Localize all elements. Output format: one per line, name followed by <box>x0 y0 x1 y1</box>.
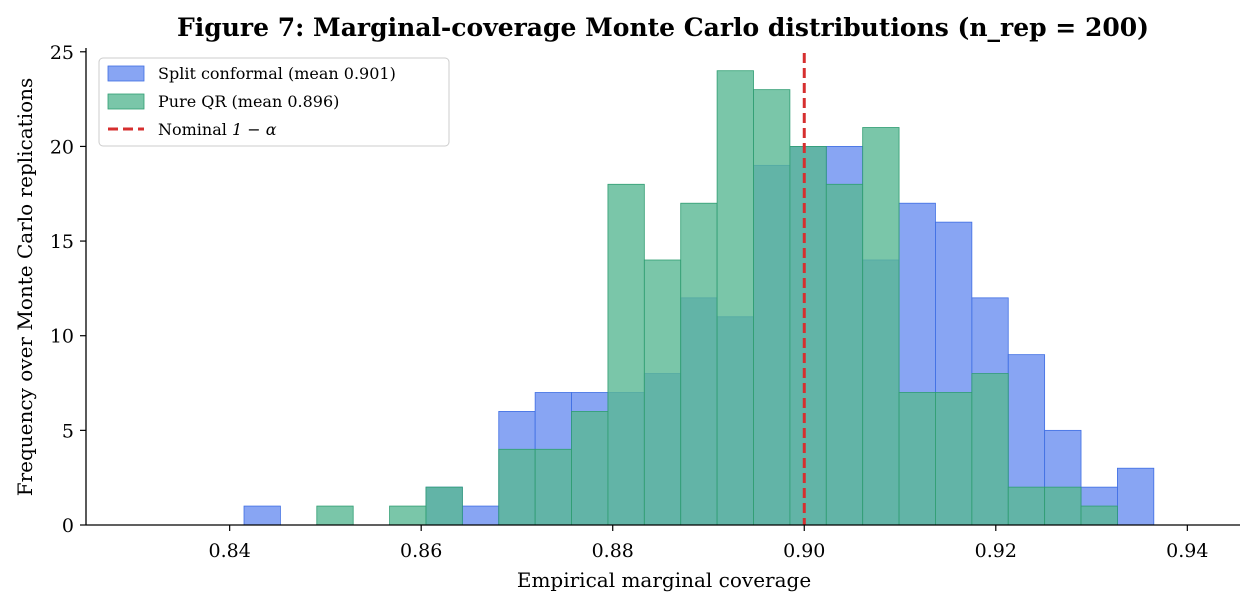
y-tick-label: 25 <box>50 42 74 64</box>
bar-series-2-bin-10 <box>607 183 645 526</box>
chart-title: Figure 7: Marginal-coverage Monte Carlo … <box>177 13 1149 42</box>
bar-series-1-bin-0 <box>243 505 281 526</box>
bar-series-1-bin-24 <box>1117 467 1155 526</box>
bar-series-2-bin-7 <box>498 448 536 526</box>
x-axis-label: Empirical marginal coverage <box>517 568 811 592</box>
y-tick-label: 10 <box>50 326 74 348</box>
legend-label-nominal: Nominal 1 − α <box>158 120 277 139</box>
bar-series-2-bin-16 <box>825 183 864 526</box>
x-tick-label: 0.92 <box>975 540 1017 562</box>
y-tick-label: 0 <box>62 515 74 537</box>
legend-label-series-2: Pure QR (mean 0.896) <box>158 92 339 111</box>
bar-series-2-bin-21 <box>1007 486 1046 526</box>
bar-series-2-bin-18 <box>898 392 936 526</box>
legend-swatch-series-2 <box>107 93 145 110</box>
legend-label-series-1: Split conformal (mean 0.901) <box>158 64 396 83</box>
bar-series-2-bin-11 <box>643 259 682 526</box>
y-axis-label: Frequency over Monte Carlo replications <box>13 78 37 497</box>
x-tick-label: 0.86 <box>400 540 442 562</box>
bar-series-2-bin-8 <box>534 448 572 526</box>
bar-series-2-bin-19 <box>935 392 973 526</box>
bar-series-2-bin-12 <box>680 202 718 526</box>
bar-series-2-bin-9 <box>571 411 609 526</box>
series-2-bars <box>316 70 1118 526</box>
axes-layer: 0.84 0.86 0.88 0.90 0.92 0.94 0 5 10 15 20 25 <box>50 42 1240 562</box>
y-tick-label: 15 <box>50 231 74 253</box>
legend-box <box>98 57 450 147</box>
bar-series-2-bin-4 <box>389 505 427 526</box>
bar-series-2-bin-20 <box>971 373 1009 526</box>
bar-series-2-bin-14 <box>753 89 791 526</box>
bar-series-1-bin-6 <box>461 505 500 526</box>
legend-swatch-series-1 <box>107 65 145 82</box>
x-tick-label: 0.90 <box>783 540 825 562</box>
bar-series-2-bin-23 <box>1080 505 1118 526</box>
bar-series-2-bin-2 <box>316 505 354 526</box>
y-tick-label: 5 <box>62 420 74 442</box>
bar-series-2-bin-13 <box>716 70 754 526</box>
legend: Split conformal (mean 0.901) Pure QR (mea… <box>98 57 450 147</box>
x-tick-label: 0.88 <box>592 540 634 562</box>
bar-series-2-bin-17 <box>862 127 900 526</box>
bar-series-2-bin-5 <box>425 486 463 526</box>
bar-series-2-bin-15 <box>789 146 827 526</box>
bars-layer <box>243 70 1155 526</box>
x-tick-label: 0.94 <box>1166 540 1208 562</box>
x-tick-label: 0.84 <box>208 540 250 562</box>
bar-series-2-bin-22 <box>1044 486 1082 526</box>
y-tick-label: 20 <box>50 136 74 158</box>
